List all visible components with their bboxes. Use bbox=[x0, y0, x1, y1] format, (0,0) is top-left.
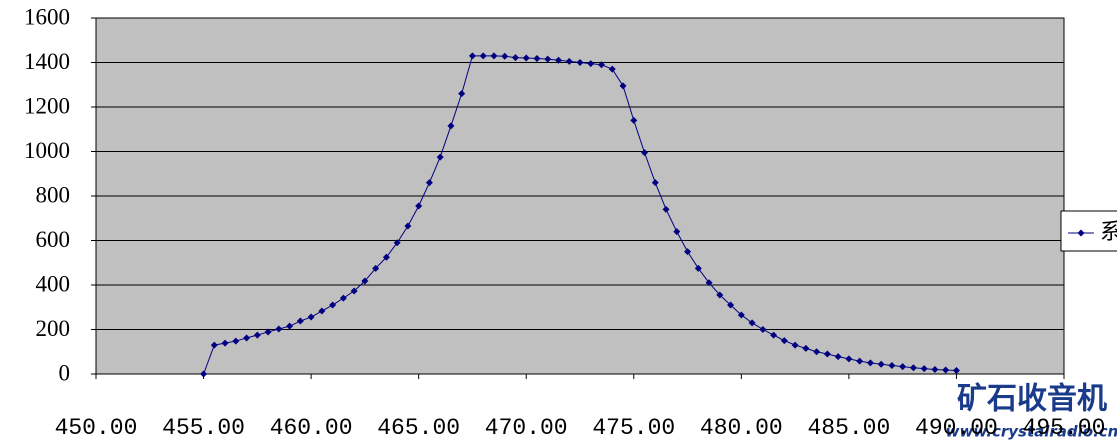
x-tick-label: 455.00 bbox=[162, 415, 245, 441]
data-point bbox=[727, 301, 735, 309]
legend-box bbox=[1060, 210, 1117, 252]
data-point bbox=[415, 202, 423, 210]
data-point bbox=[748, 319, 756, 327]
data-point bbox=[565, 57, 573, 65]
data-point bbox=[296, 317, 304, 325]
data-point bbox=[468, 52, 476, 60]
data-point bbox=[641, 149, 649, 157]
data-point bbox=[866, 359, 874, 367]
x-tick-label: 490.00 bbox=[915, 415, 998, 441]
legend-marker bbox=[1077, 229, 1085, 237]
data-point bbox=[823, 350, 831, 358]
data-point bbox=[221, 339, 229, 347]
data-point bbox=[834, 353, 842, 361]
data-point bbox=[318, 307, 326, 315]
data-point bbox=[802, 344, 810, 352]
x-tick-label: 450.00 bbox=[55, 415, 138, 441]
data-point bbox=[425, 179, 433, 187]
x-tick-label: 480.00 bbox=[700, 415, 783, 441]
y-tick-label: 1600 bbox=[24, 4, 70, 29]
data-point bbox=[307, 313, 315, 321]
data-point bbox=[877, 360, 885, 368]
data-point bbox=[404, 222, 412, 230]
data-point bbox=[662, 205, 670, 213]
data-point bbox=[587, 60, 595, 68]
data-point bbox=[705, 279, 713, 287]
legend-label: 系列1 bbox=[1100, 219, 1117, 244]
data-point bbox=[619, 82, 627, 90]
y-tick-label: 800 bbox=[36, 182, 71, 207]
data-point bbox=[210, 341, 218, 349]
watermark-title: 矿石收音机 bbox=[957, 382, 1107, 417]
data-point bbox=[511, 54, 519, 62]
data-point bbox=[350, 287, 358, 295]
data-point bbox=[608, 65, 616, 73]
data-point bbox=[264, 328, 272, 336]
data-point bbox=[286, 322, 294, 330]
watermark-url: www.crystalradio.cn bbox=[946, 423, 1117, 441]
data-point bbox=[232, 337, 240, 345]
data-point bbox=[253, 331, 261, 339]
data-point bbox=[554, 56, 562, 64]
data-point bbox=[673, 228, 681, 236]
data-point bbox=[737, 311, 745, 319]
data-point bbox=[243, 334, 251, 342]
data-point bbox=[479, 52, 487, 60]
data-point bbox=[576, 59, 584, 66]
data-point bbox=[920, 365, 928, 373]
data-point bbox=[361, 277, 369, 285]
data-point bbox=[447, 122, 455, 130]
x-tick-label: 460.00 bbox=[270, 415, 353, 441]
data-point bbox=[952, 366, 960, 374]
data-point bbox=[533, 54, 541, 62]
y-tick-label: 400 bbox=[36, 271, 71, 296]
data-point bbox=[339, 294, 347, 302]
data-point bbox=[490, 52, 498, 60]
data-point bbox=[200, 370, 208, 378]
data-point bbox=[393, 239, 401, 247]
x-tick-label: 495.00 bbox=[1023, 415, 1106, 441]
data-point bbox=[684, 248, 692, 256]
data-point bbox=[856, 357, 864, 365]
x-tick-label: 475.00 bbox=[592, 415, 675, 441]
data-point bbox=[759, 326, 767, 333]
data-point bbox=[372, 264, 380, 272]
y-tick-label: 200 bbox=[36, 316, 71, 341]
data-point bbox=[651, 179, 659, 187]
data-point bbox=[716, 291, 724, 299]
data-point bbox=[909, 364, 917, 372]
data-point bbox=[899, 363, 907, 371]
data-point bbox=[630, 116, 638, 124]
data-point bbox=[436, 153, 444, 161]
data-point bbox=[770, 331, 778, 339]
data-point bbox=[694, 264, 702, 272]
data-point bbox=[275, 325, 283, 333]
data-point bbox=[501, 52, 509, 60]
data-point bbox=[813, 348, 821, 356]
data-point bbox=[780, 337, 788, 345]
data-point bbox=[522, 54, 530, 62]
data-point bbox=[888, 362, 896, 370]
data-point bbox=[845, 355, 853, 363]
data-point bbox=[382, 253, 390, 261]
y-tick-label: 1000 bbox=[24, 138, 70, 163]
x-tick-label: 470.00 bbox=[485, 415, 568, 441]
data-point bbox=[544, 55, 552, 63]
data-point bbox=[598, 61, 606, 69]
y-tick-label: 600 bbox=[36, 227, 71, 252]
data-point bbox=[458, 90, 466, 98]
x-tick-label: 485.00 bbox=[807, 415, 890, 441]
data-point bbox=[942, 366, 950, 374]
y-tick-label: 1200 bbox=[24, 93, 70, 118]
y-tick-label: 1400 bbox=[24, 49, 70, 74]
data-point bbox=[329, 301, 337, 309]
x-tick-label: 465.00 bbox=[377, 415, 460, 441]
data-point bbox=[791, 341, 799, 349]
y-tick-label: 0 bbox=[59, 360, 71, 385]
data-point bbox=[931, 366, 939, 374]
